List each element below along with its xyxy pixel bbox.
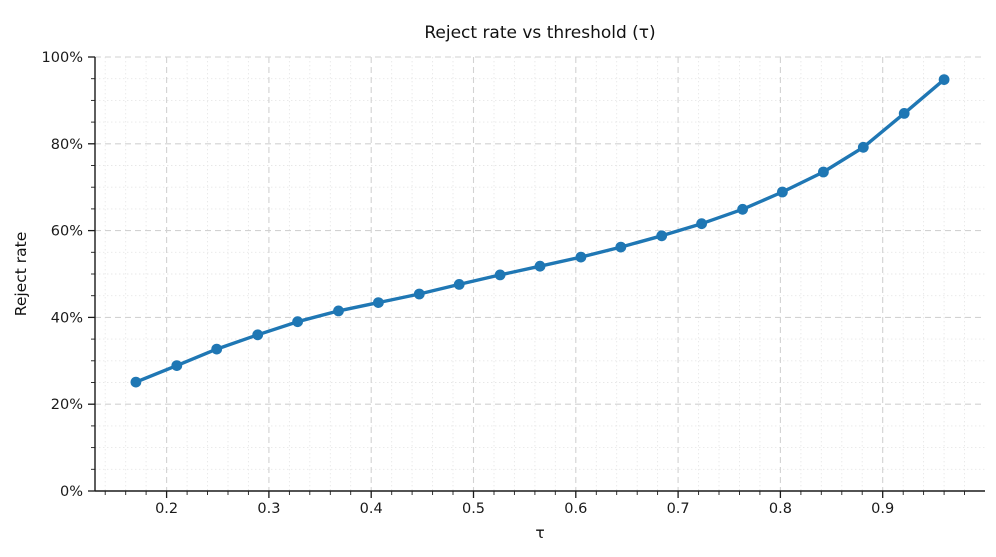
x-tick-label: 0.5 — [462, 501, 485, 517]
data-point-marker — [333, 305, 344, 317]
y-axis-label: Reject rate — [12, 231, 30, 317]
data-point-marker — [171, 360, 183, 371]
data-point-marker — [373, 297, 384, 308]
data-point-marker — [656, 230, 668, 242]
x-tick-label: 0.6 — [564, 501, 587, 517]
x-tick-label: 0.3 — [257, 501, 280, 517]
data-point-marker — [898, 108, 910, 119]
y-tick-label: 80% — [51, 137, 83, 153]
data-point-marker — [130, 376, 142, 388]
x-tick-label: 0.7 — [667, 501, 690, 517]
data-point-marker — [696, 218, 707, 230]
y-tick-label: 0% — [60, 484, 83, 500]
data-point-marker — [494, 269, 506, 281]
data-point-marker — [413, 288, 425, 300]
data-point-marker — [575, 251, 587, 263]
x-tick-label: 0.4 — [360, 501, 383, 517]
data-point-marker — [777, 186, 788, 198]
y-tick-label: 100% — [42, 50, 83, 66]
data-point-marker — [615, 241, 627, 253]
x-tick-label: 0.9 — [871, 501, 894, 517]
x-axis-label: τ — [535, 524, 545, 542]
x-tick-label: 0.8 — [769, 501, 792, 517]
data-point-marker — [938, 74, 950, 85]
y-tick-label: 60% — [51, 224, 83, 240]
data-point-marker — [292, 316, 303, 328]
chart-title: Reject rate vs threshold (τ) — [424, 23, 656, 43]
data-point-marker — [453, 279, 465, 290]
x-tick-label: 0.2 — [155, 501, 178, 517]
data-point-marker — [252, 329, 264, 341]
data-point-marker — [211, 343, 223, 355]
data-point-marker — [534, 260, 546, 272]
data-point-marker — [737, 203, 748, 215]
y-tick-label: 40% — [51, 310, 83, 326]
data-point-marker — [857, 141, 869, 153]
y-tick-label: 20% — [51, 397, 83, 413]
data-point-marker — [818, 166, 829, 178]
